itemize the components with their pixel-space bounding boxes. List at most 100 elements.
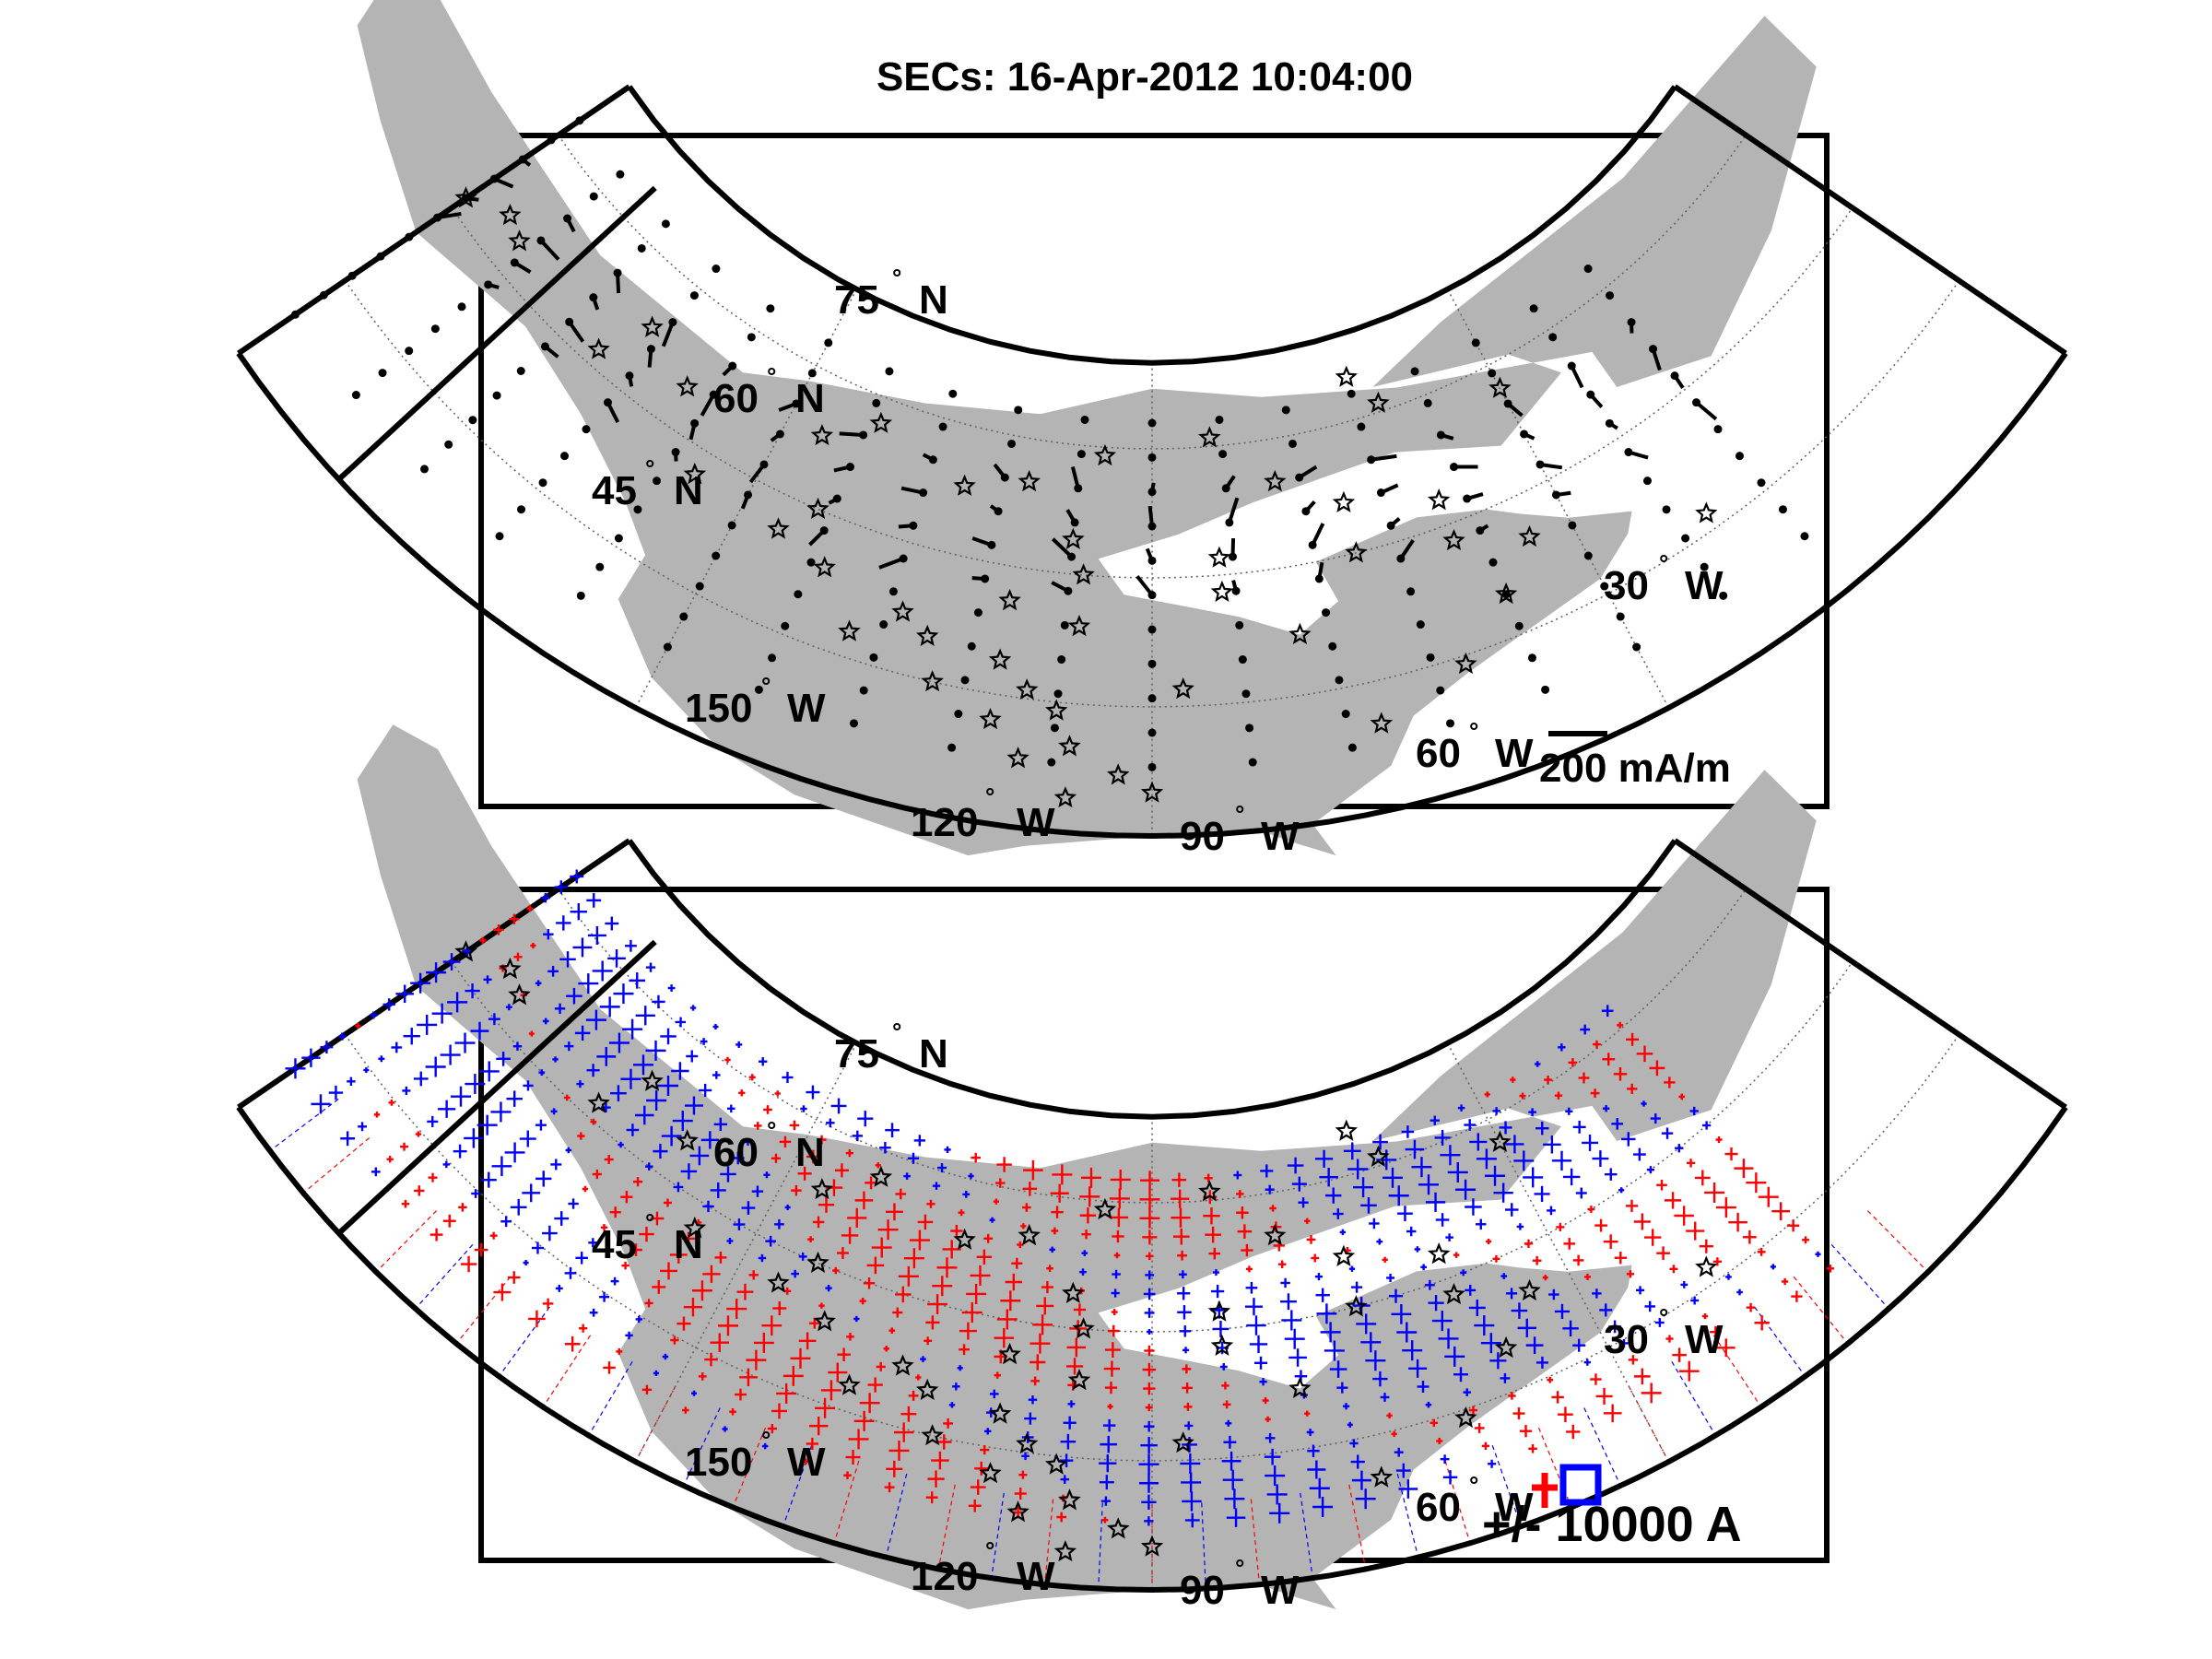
current-vector — [1506, 402, 1524, 418]
vector-point — [376, 252, 385, 261]
parallel-60 — [451, 207, 1853, 579]
meridian-tick — [1043, 1499, 1054, 1585]
station-star — [869, 411, 893, 433]
current-vector — [828, 497, 839, 505]
vector-point — [727, 521, 736, 530]
parallel-45 — [344, 280, 1960, 708]
west-edge — [237, 838, 631, 1110]
current-vector — [740, 494, 750, 510]
lon-label-60: 60 — [1416, 731, 1461, 776]
station-star — [1695, 1255, 1718, 1277]
vector-point — [824, 338, 833, 347]
station-star — [998, 1342, 1021, 1365]
station-star — [1207, 1300, 1231, 1322]
vector-point — [1416, 620, 1425, 629]
station-star — [1488, 376, 1512, 398]
meridian-tick — [1583, 1407, 1621, 1487]
current-vector — [628, 375, 634, 387]
current-vector — [1230, 538, 1236, 558]
current-vector — [437, 212, 462, 220]
meridian-tick — [1300, 1492, 1313, 1579]
current-vector — [1227, 497, 1240, 524]
lon-label-120: 120 — [911, 800, 978, 845]
station-star — [1171, 677, 1194, 700]
meridian-tick — [1537, 1427, 1572, 1508]
station-star — [916, 624, 939, 647]
lat-label-75-hemi: N — [919, 277, 948, 323]
vector-point — [1060, 620, 1069, 629]
vector-point — [1501, 590, 1511, 599]
station-star — [641, 1069, 664, 1091]
station-star — [1335, 365, 1358, 387]
inner-arc — [627, 85, 1677, 366]
parallel-45 — [344, 1034, 1960, 1462]
current-vector — [1523, 432, 1535, 441]
lon-label-90-deg: ° — [1235, 800, 1244, 828]
vector-point — [1488, 558, 1498, 567]
vector-point — [430, 324, 440, 334]
vector-point — [1014, 406, 1023, 415]
latitude-labels: 75 ° N 60 ° N 45 ° N — [592, 1018, 948, 1267]
station-star — [838, 619, 861, 641]
current-vector — [1539, 462, 1563, 470]
station-star — [988, 648, 1012, 670]
current-vector — [1145, 547, 1154, 562]
vector-point — [1410, 367, 1419, 376]
station-star — [1140, 1535, 1164, 1557]
graticule — [344, 135, 1960, 836]
vector-point — [872, 398, 881, 407]
vector-point — [1642, 477, 1652, 486]
station-star — [810, 1177, 834, 1200]
lon-label-60-hemi: W — [1495, 1485, 1534, 1530]
vector-point — [1215, 415, 1224, 424]
vector-point — [1347, 389, 1356, 398]
current-vector — [1440, 433, 1454, 441]
lat-label-60-deg: ° — [767, 362, 776, 390]
current-vector — [539, 239, 560, 261]
vector-point — [712, 265, 721, 274]
meridian-tick — [1250, 1499, 1261, 1585]
current-vector — [1478, 524, 1489, 533]
vector-point — [405, 232, 414, 241]
station-star — [1488, 1130, 1512, 1152]
station-star — [1427, 1242, 1451, 1265]
station-star — [1442, 528, 1465, 551]
current-vector — [971, 576, 985, 581]
meridian-tick — [588, 1360, 633, 1436]
station-star — [1695, 501, 1718, 524]
station-star — [1345, 1295, 1368, 1317]
current-vector — [1628, 450, 1649, 460]
vector-point — [1080, 415, 1089, 424]
vector-point — [1341, 710, 1350, 719]
station-star — [1015, 678, 1039, 700]
lon-label-150: 150 — [685, 1440, 752, 1485]
current-vector — [1317, 561, 1324, 580]
station-star — [1093, 1197, 1117, 1220]
lon-label-90-hemi: W — [1261, 814, 1300, 859]
station-star — [676, 375, 699, 397]
station-star — [1454, 1406, 1477, 1429]
legend-negative-marker — [1559, 1464, 1602, 1506]
outer-arc — [236, 1105, 2068, 1594]
lon-label-150-hemi: W — [787, 686, 826, 731]
current-vector — [647, 348, 653, 368]
station-star — [1053, 786, 1077, 808]
vector-point — [766, 304, 775, 313]
station-star — [891, 1354, 914, 1376]
vector-point — [1007, 439, 1017, 448]
vector-point — [1147, 694, 1157, 703]
vector-point — [633, 505, 642, 514]
station-star — [1067, 1368, 1091, 1391]
station-star — [1427, 488, 1451, 511]
station-star — [683, 462, 707, 485]
meridian-tick — [634, 1385, 677, 1463]
meridian-tick — [683, 1407, 721, 1487]
longitude-labels: 150 ° W 120 ° W 90 ° W 60 ° W 30 ° W — [685, 1303, 1724, 1613]
vector-point — [1632, 642, 1641, 652]
vector-point — [1057, 655, 1066, 665]
meridian-tick — [415, 1243, 474, 1310]
vector-point — [653, 477, 662, 486]
current-vector — [839, 431, 864, 437]
current-vector — [488, 282, 500, 289]
